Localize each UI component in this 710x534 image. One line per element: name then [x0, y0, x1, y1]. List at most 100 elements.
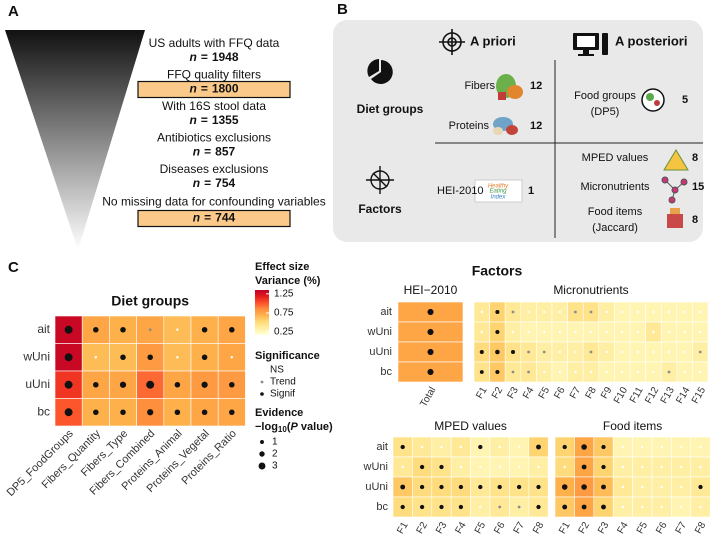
signif-dot: [427, 328, 434, 336]
row-header: Diet groups: [357, 102, 424, 116]
colorbar-segment: [255, 293, 269, 295]
colorbar-segment: [255, 331, 269, 334]
ns-dot: [683, 350, 686, 354]
signif-dot: [93, 381, 99, 388]
ns-dot: [699, 310, 702, 314]
signif-dot: [419, 464, 425, 470]
ns-dot: [94, 356, 98, 359]
ns-dot: [652, 330, 655, 334]
n-value: 754: [215, 176, 235, 190]
ns-dot: [459, 445, 463, 449]
n-symbol: n: [189, 113, 196, 127]
panel-label: C: [8, 259, 19, 276]
pyramid-icon: [663, 149, 689, 171]
cell-count: 5: [682, 94, 688, 106]
colorbar-segment: [255, 317, 269, 320]
signif-dot: [201, 354, 208, 361]
colorbar-segment: [255, 321, 269, 324]
trend-dot: [542, 350, 546, 354]
signif-dot: [439, 504, 444, 510]
signif-dot: [229, 409, 235, 416]
signif-dot: [581, 504, 587, 510]
ns-dot: [498, 445, 501, 449]
row-label: ait: [380, 306, 392, 318]
row-label: ait: [37, 322, 50, 336]
step-text: FFQ quality filters: [167, 68, 261, 82]
trend-dot: [589, 350, 593, 354]
cell-count: 8: [692, 214, 698, 226]
ns-dot: [543, 330, 546, 334]
ns-dot: [558, 310, 561, 314]
equals: =: [201, 50, 208, 64]
ns-dot: [683, 370, 686, 374]
row-label: wUni: [22, 349, 50, 363]
row-header: Factors: [358, 202, 402, 216]
row-label: bc: [37, 404, 50, 418]
ns-dot: [621, 445, 625, 449]
colorbar-segment: [255, 329, 269, 332]
cell-label: (Jaccard): [592, 222, 638, 234]
ns-dot: [636, 370, 639, 374]
ns-dot: [558, 330, 561, 334]
hei-logo: [474, 179, 523, 203]
heatmap-title: HEI−2010: [404, 283, 458, 297]
legend-label: Trend: [270, 377, 296, 388]
step-text: US adults with FFQ data: [149, 36, 280, 50]
legend-size-dot: [259, 451, 265, 457]
column-header: A posteriori: [615, 33, 687, 48]
highlight-box: [137, 80, 291, 99]
legend-title: −log10(P value): [255, 421, 333, 434]
ns-dot: [679, 445, 683, 449]
protein-icon: [493, 117, 518, 135]
equals: =: [204, 176, 211, 190]
ns-dot: [652, 350, 655, 354]
target-icon: [439, 29, 465, 55]
colorbar-label: 0.25: [274, 327, 294, 338]
signif-dot: [458, 504, 464, 510]
ns-dot: [563, 465, 566, 469]
ns-dot: [667, 350, 671, 354]
signif-dot: [562, 504, 568, 510]
signif-dot: [400, 504, 405, 510]
signif-dot: [439, 464, 444, 470]
row-label: uUni: [369, 346, 392, 358]
step-text: Diseases exclusions: [160, 162, 269, 176]
colorbar-segment: [255, 319, 269, 322]
signif-dot: [497, 484, 502, 490]
ns-dot: [420, 445, 424, 449]
signif-dot: [64, 380, 73, 389]
row-label: uUni: [25, 377, 50, 391]
cell-label: HEI-2010: [437, 185, 483, 197]
ns-dot: [621, 370, 624, 374]
ns-dot: [699, 505, 702, 509]
ns-dot: [479, 505, 482, 509]
ns-dot: [479, 465, 482, 469]
column-header: A priori: [470, 33, 516, 48]
colorbar-segment: [255, 306, 269, 309]
axis-part: (: [287, 421, 291, 433]
row-label: ait: [376, 441, 388, 453]
signif-dot: [64, 408, 73, 417]
signif-dot: [536, 504, 541, 510]
signif-dot: [427, 348, 434, 356]
ns-dot: [401, 465, 404, 469]
colorbar-segment: [255, 316, 269, 318]
legend-size-dot: [258, 462, 266, 470]
colorbar-segment: [255, 310, 269, 313]
ns-dot: [660, 465, 663, 469]
cell-count: 1: [528, 185, 534, 197]
signif-dot: [119, 381, 127, 388]
equals: =: [201, 82, 208, 96]
colorbar-segment: [255, 292, 269, 294]
column-label: F6: [552, 385, 568, 401]
legend-label: 1: [272, 437, 278, 448]
signif-dot: [93, 409, 99, 416]
colorbar-segment: [255, 332, 269, 335]
ns-dot: [511, 330, 515, 334]
step-n: n = 1355: [189, 113, 238, 127]
ns-dot: [636, 350, 639, 354]
signif-dot: [510, 349, 516, 355]
signif-dot: [495, 369, 500, 375]
signif-dot: [581, 444, 587, 450]
step-n: n = 857: [193, 145, 236, 159]
